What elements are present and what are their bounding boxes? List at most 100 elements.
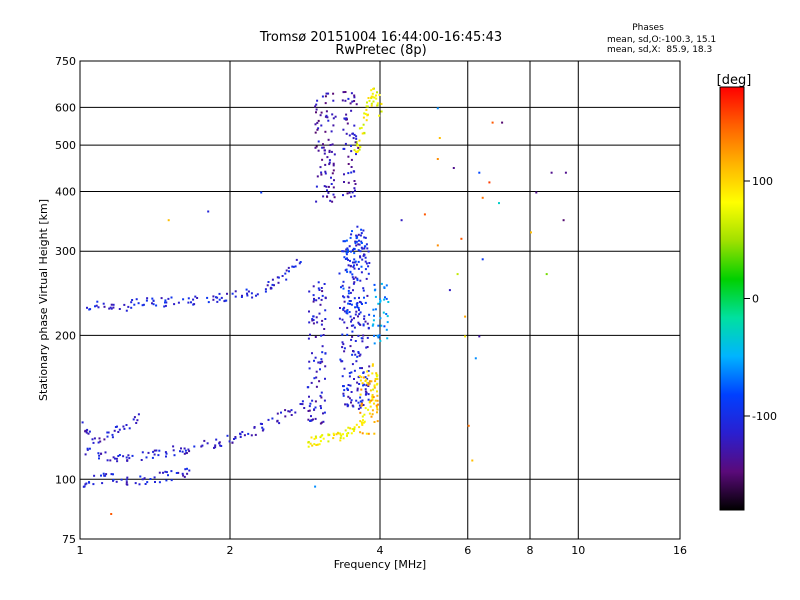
data-point [110, 307, 113, 310]
data-point [234, 436, 237, 438]
data-point [245, 288, 248, 291]
data-point [317, 149, 320, 152]
data-point [332, 124, 335, 127]
data-point [193, 303, 196, 306]
data-point [342, 128, 345, 131]
data-point [84, 429, 87, 432]
x-tick-label: 1 [77, 544, 84, 557]
data-point [342, 250, 345, 253]
data-point [216, 296, 219, 299]
data-point [325, 92, 328, 95]
data-point [184, 468, 187, 471]
data-point [177, 301, 180, 304]
data-point [339, 439, 342, 442]
data-point [142, 303, 145, 306]
data-point [111, 433, 114, 436]
chart-subtitle: RwPretec (8p) [335, 43, 426, 58]
data-point [481, 196, 484, 199]
data-point [346, 326, 349, 329]
data-point [123, 303, 126, 306]
data-point [368, 262, 371, 264]
data-point [349, 384, 352, 387]
data-point [206, 442, 209, 445]
data-point [321, 360, 324, 363]
data-point [133, 416, 136, 419]
data-point [350, 432, 353, 435]
data-point [357, 315, 359, 318]
data-point [353, 258, 356, 261]
data-point [167, 474, 169, 477]
data-point [102, 302, 105, 305]
data-point [356, 389, 359, 392]
data-point [356, 355, 359, 358]
stats-title: Phases [632, 23, 664, 33]
data-point [353, 264, 355, 267]
data-point [319, 440, 322, 443]
data-point [330, 130, 333, 133]
data-point [351, 330, 354, 333]
data-point [361, 382, 364, 385]
x-tick-label: 16 [673, 544, 687, 557]
data-point [366, 381, 369, 384]
data-point [378, 334, 381, 337]
data-point [326, 189, 328, 192]
data-point [140, 459, 143, 461]
data-point [315, 108, 318, 111]
data-point [474, 357, 477, 360]
data-point [307, 337, 310, 340]
data-point [179, 450, 181, 453]
data-point [309, 333, 311, 336]
data-point [352, 265, 355, 268]
data-point [165, 471, 168, 474]
data-point [309, 442, 312, 445]
data-point [308, 290, 311, 293]
data-point [185, 452, 188, 454]
data-point [361, 132, 364, 135]
data-point [347, 97, 350, 100]
data-point [386, 337, 389, 340]
data-point [376, 91, 378, 94]
data-point [328, 433, 331, 436]
data-point [102, 472, 105, 475]
data-point [344, 258, 347, 260]
data-point [355, 153, 357, 156]
data-point [320, 111, 323, 114]
data-point [308, 321, 311, 324]
data-point [364, 390, 367, 393]
y-tick-label: 750 [55, 55, 76, 68]
data-point [362, 376, 365, 379]
data-point [452, 167, 455, 169]
data-point [165, 455, 167, 458]
data-point [225, 299, 228, 302]
data-point [338, 317, 341, 320]
data-point [315, 444, 318, 446]
data-point [347, 264, 350, 267]
data-point [346, 257, 348, 260]
data-point [183, 447, 186, 450]
data-point [386, 321, 389, 324]
data-point [324, 163, 327, 166]
data-point [312, 294, 315, 297]
data-point [164, 299, 167, 302]
data-point [321, 95, 324, 98]
data-point [106, 459, 109, 462]
data-point [105, 473, 108, 476]
data-point [350, 399, 353, 402]
data-point [122, 455, 125, 458]
data-point [360, 376, 363, 379]
data-point [181, 450, 184, 453]
data-point [135, 422, 138, 424]
x-axis-label: Frequency [MHz] [334, 558, 426, 571]
data-point [187, 301, 190, 304]
data-point [355, 303, 358, 306]
data-point [353, 428, 356, 431]
data-point [314, 406, 317, 409]
data-point [347, 384, 350, 386]
data-point [345, 310, 348, 313]
data-point [364, 236, 367, 239]
data-point [365, 378, 368, 381]
data-point [354, 150, 357, 153]
data-point [319, 361, 322, 364]
data-point [333, 153, 336, 156]
data-point [348, 300, 351, 302]
